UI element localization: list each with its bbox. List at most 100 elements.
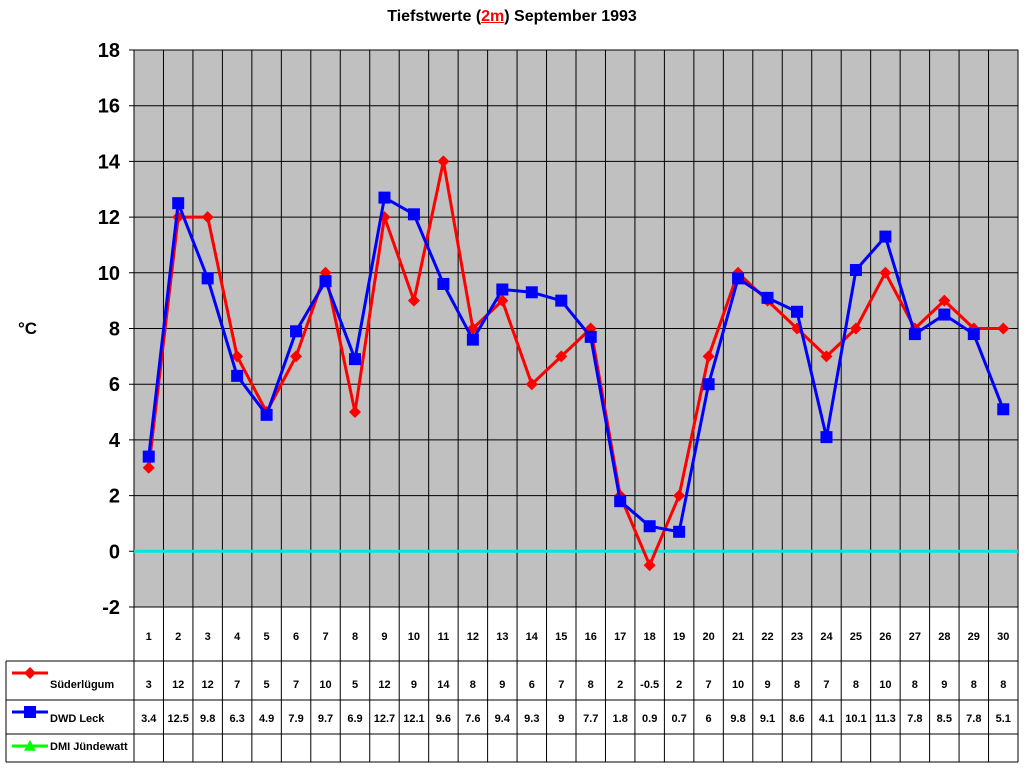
table-value-s-derl-gum: 10 xyxy=(879,679,891,691)
x-tick-label: 28 xyxy=(938,631,950,643)
table-value-dwd-leck: 4.1 xyxy=(819,713,834,725)
table-value-dwd-leck: 0.7 xyxy=(671,713,686,725)
table-value-s-derl-gum: 12 xyxy=(202,679,214,691)
table-value-dwd-leck: 8.5 xyxy=(937,713,952,725)
x-tick-label: 8 xyxy=(352,631,358,643)
data-point-s-derl-gum xyxy=(201,211,214,224)
data-point-s-derl-gum xyxy=(673,489,686,502)
y-tick-label: 12 xyxy=(98,207,120,229)
data-point-dwd-leck xyxy=(231,369,244,382)
data-point-dwd-leck xyxy=(879,230,892,243)
data-point-dwd-leck xyxy=(496,283,509,296)
table-value-dwd-leck: 9.4 xyxy=(495,713,511,725)
data-point-dwd-leck xyxy=(349,353,361,366)
x-tick-label: 21 xyxy=(732,631,744,643)
data-point-dwd-leck xyxy=(908,328,921,341)
x-tick-label: 12 xyxy=(467,631,479,643)
x-tick-label: 17 xyxy=(614,631,626,643)
y-tick-label: 16 xyxy=(98,96,120,118)
y-tick-label: 0 xyxy=(109,541,120,563)
data-point-dwd-leck xyxy=(290,325,303,338)
data-point-dwd-leck xyxy=(142,450,155,463)
data-point-s-derl-gum xyxy=(820,350,833,363)
table-value-s-derl-gum: 14 xyxy=(437,679,450,691)
table-value-dwd-leck: 9.6 xyxy=(436,713,451,725)
data-point-dwd-leck xyxy=(260,408,273,421)
data-point-dwd-leck xyxy=(761,291,774,304)
data-point-s-derl-gum xyxy=(997,322,1010,335)
data-point-s-derl-gum xyxy=(643,559,656,572)
x-tick-label: 19 xyxy=(673,631,685,643)
x-tick-label: 27 xyxy=(909,631,921,643)
x-tick-label: 29 xyxy=(968,631,980,643)
data-point-dwd-leck xyxy=(466,333,479,346)
x-tick-label: 24 xyxy=(820,631,833,643)
table-value-s-derl-gum: 7 xyxy=(234,679,240,691)
table-value-dwd-leck: 7.7 xyxy=(583,713,598,725)
table-value-dwd-leck: 9.8 xyxy=(200,713,215,725)
table-value-dwd-leck: 10.1 xyxy=(845,713,866,725)
data-point-dwd-leck xyxy=(378,191,391,204)
x-tick-label: 5 xyxy=(264,631,270,643)
x-tick-label: 30 xyxy=(997,631,1009,643)
table-value-dwd-leck: 7.8 xyxy=(907,713,922,725)
data-point-s-derl-gum xyxy=(849,322,862,335)
data-point-s-derl-gum xyxy=(496,294,509,307)
table-value-s-derl-gum: 2 xyxy=(617,679,623,691)
data-point-s-derl-gum xyxy=(290,350,303,363)
table-value-dwd-leck: 9.8 xyxy=(730,713,745,725)
data-point-dwd-leck xyxy=(407,208,420,221)
data-point-s-derl-gum xyxy=(879,266,892,279)
table-value-s-derl-gum: 9 xyxy=(411,679,417,691)
legend-marker-dmi-j-ndewatt xyxy=(24,740,36,751)
table-value-s-derl-gum: 8 xyxy=(1000,679,1006,691)
table-value-s-derl-gum: 8 xyxy=(971,679,977,691)
x-tick-label: 6 xyxy=(293,631,299,643)
data-point-s-derl-gum xyxy=(142,461,155,474)
data-point-dwd-leck xyxy=(201,272,214,285)
table-value-dwd-leck: 5.1 xyxy=(996,713,1011,725)
data-point-s-derl-gum xyxy=(407,294,420,307)
table-value-s-derl-gum: 2 xyxy=(676,679,682,691)
data-point-s-derl-gum xyxy=(525,378,538,391)
x-tick-label: 9 xyxy=(381,631,387,643)
table-value-dwd-leck: 12.7 xyxy=(374,713,395,725)
legend-marker-s-derl-gum xyxy=(24,667,36,679)
chart-title: Tiefstwerte (2m) September 1993 xyxy=(0,8,1024,26)
table-value-s-derl-gum: 9 xyxy=(941,679,947,691)
table-value-dwd-leck: 3.4 xyxy=(141,713,157,725)
y-tick-label: 8 xyxy=(109,319,120,341)
x-tick-label: 14 xyxy=(526,631,539,643)
data-point-s-derl-gum xyxy=(231,350,244,363)
table-value-dwd-leck: 6.3 xyxy=(229,713,244,725)
y-axis-label: °C xyxy=(18,319,37,338)
data-point-dwd-leck xyxy=(643,520,656,533)
data-point-dwd-leck xyxy=(967,328,980,341)
data-point-dwd-leck xyxy=(319,275,332,288)
y-tick-label: -2 xyxy=(102,597,120,619)
title-highlight-link[interactable]: 2m xyxy=(481,8,505,25)
table-value-s-derl-gum: 5 xyxy=(352,679,358,691)
data-point-dwd-leck xyxy=(555,294,568,307)
table-value-dwd-leck: 7.9 xyxy=(288,713,303,725)
table-value-s-derl-gum: 6 xyxy=(529,679,535,691)
table-value-s-derl-gum: 3 xyxy=(146,679,152,691)
table-value-dwd-leck: 1.8 xyxy=(613,713,628,725)
x-tick-label: 15 xyxy=(555,631,567,643)
x-tick-label: 26 xyxy=(879,631,891,643)
y-tick-label: 10 xyxy=(98,263,120,285)
x-tick-label: 25 xyxy=(850,631,862,643)
table-value-dwd-leck: 7.6 xyxy=(465,713,480,725)
data-point-s-derl-gum xyxy=(702,350,715,363)
table-value-dwd-leck: 6 xyxy=(706,713,712,725)
y-tick-label: 6 xyxy=(109,374,120,396)
y-tick-label: 2 xyxy=(109,486,120,508)
x-tick-label: 23 xyxy=(791,631,803,643)
data-point-dwd-leck xyxy=(938,308,951,321)
table-value-s-derl-gum: 12 xyxy=(172,679,184,691)
table-value-dwd-leck: 11.3 xyxy=(875,713,896,725)
data-point-dwd-leck xyxy=(849,264,862,277)
y-tick-label: 14 xyxy=(98,151,121,173)
table-value-dwd-leck: 6.9 xyxy=(347,713,362,725)
x-tick-label: 4 xyxy=(234,631,241,643)
